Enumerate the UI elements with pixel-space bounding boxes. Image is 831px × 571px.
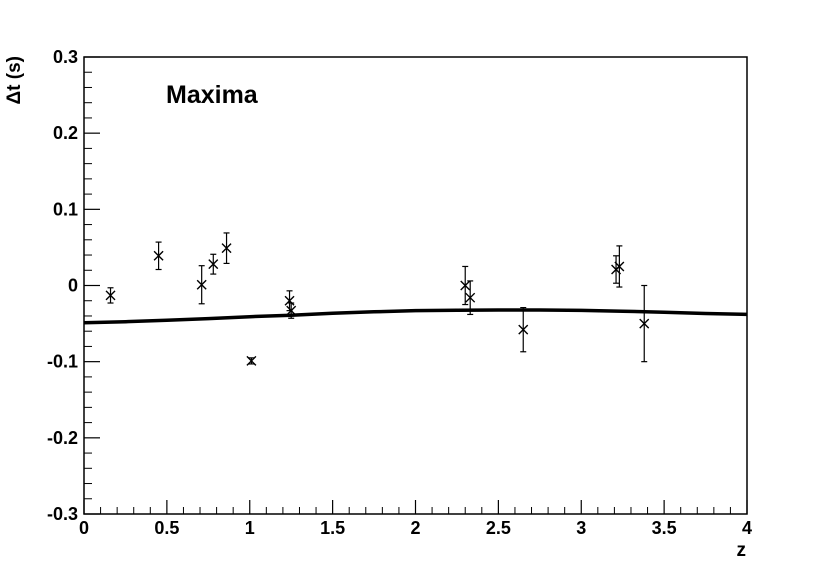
y-tick-label: -0.1 [47,352,78,372]
data-point [286,302,297,319]
data-point [221,232,232,265]
x-marker [286,305,297,316]
x-marker [284,295,295,306]
x-tick-label: 1 [245,518,255,538]
plot-frame [83,56,748,515]
data-point [518,306,529,353]
x-marker [518,324,529,335]
data-point [246,355,257,366]
data-points-layer [105,232,650,366]
x-axis: 0 0.5 1 1.5 2 2.5 3 3.5 4 [79,500,752,538]
x-marker [208,259,219,270]
x-marker [460,280,471,291]
x-marker [465,292,476,303]
x-tick-label: 2 [410,518,420,538]
data-point [614,245,625,288]
y-tick-label: -0.3 [47,504,78,524]
y-axis: -0.3 -0.2 -0.1 0 0.1 0.2 0.3 [47,47,100,524]
x-tick-label: 0.5 [154,518,179,538]
fit-curve-layer [83,308,748,325]
x-marker [196,279,207,290]
x-tick-label: 0 [79,518,89,538]
data-point [105,287,116,304]
x-tick-label: 1.5 [320,518,345,538]
y-axis-title: Δt (s) [4,56,25,104]
chart-title: Maxima [166,81,259,109]
y-tick-label: 0.2 [53,123,78,143]
data-point [196,265,207,305]
data-point [460,265,471,306]
x-tick-label: 2.5 [486,518,511,538]
y-tick-label: 0.1 [53,199,78,219]
data-point [153,241,164,271]
x-marker [614,261,625,272]
x-tick-label: 3 [576,518,586,538]
fit-curve [83,308,748,325]
x-marker [639,318,650,329]
data-point [639,284,650,363]
x-tick-label: 3.5 [652,518,677,538]
y-tick-label: 0.3 [53,47,78,67]
x-marker [105,290,116,301]
x-tick-label: 4 [742,518,752,538]
x-axis-title: z [737,540,747,561]
x-marker [153,250,164,261]
data-point [284,290,295,312]
x-marker [246,355,257,366]
data-point [465,280,476,316]
y-tick-label: 0 [68,276,78,296]
y-tick-label: -0.2 [47,428,78,448]
data-point [208,253,219,275]
x-marker [221,243,232,254]
